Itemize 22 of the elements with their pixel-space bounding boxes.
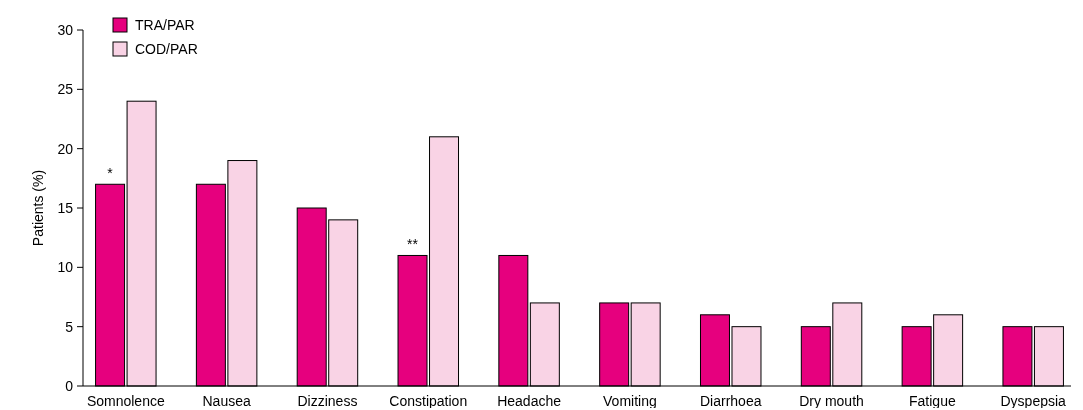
y-tick-label: 25 — [57, 81, 74, 98]
y-tick-label: 5 — [65, 318, 74, 335]
x-tick-label: Dry mouth — [799, 393, 864, 409]
x-tick-label: Constipation — [389, 393, 468, 409]
annotation: * — [107, 165, 114, 182]
legend-label: TRA/PAR — [135, 16, 195, 33]
x-tick-label: Diarrhoea — [699, 393, 762, 409]
x-tick-label: Dyspepsia — [1000, 393, 1067, 409]
x-tick-label: Headache — [497, 393, 562, 409]
annotation: ** — [407, 236, 419, 253]
x-tick-label: Fatigue — [909, 393, 956, 409]
y-axis-title: Patients (%) — [30, 169, 46, 247]
y-tick-label: 15 — [57, 199, 74, 216]
y-tick-label: 20 — [57, 140, 74, 157]
legend-label: COD/PAR — [135, 40, 198, 57]
x-tick-label: Dizziness — [297, 393, 358, 409]
x-tick-label: Vomiting — [603, 393, 657, 409]
y-tick-label: 10 — [57, 259, 74, 276]
y-tick-label: 0 — [65, 377, 74, 394]
x-tick-label: Somnolence — [86, 393, 165, 409]
y-tick-label: 30 — [57, 21, 74, 38]
x-tick-label: Nausea — [202, 393, 251, 409]
